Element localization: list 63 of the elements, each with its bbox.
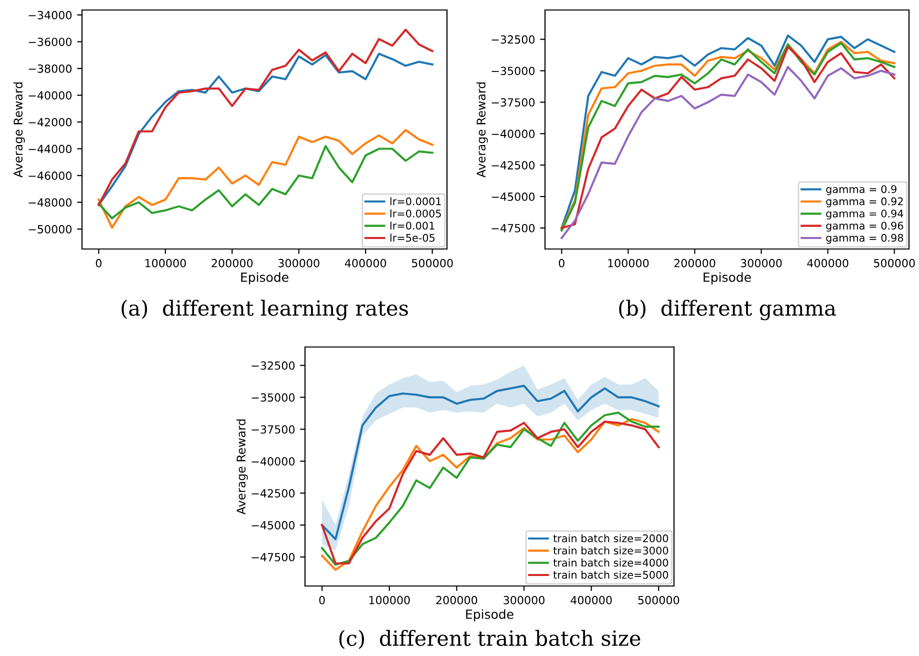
legend-label: train batch size=3000 <box>553 546 668 554</box>
y-tick-label: −48000 <box>28 198 72 207</box>
x-axis-title: Episode <box>466 609 514 622</box>
x-tick-label: 500000 <box>412 258 453 268</box>
y-tick-label: −35000 <box>252 393 295 402</box>
text: (c) different train batch size <box>339 630 640 649</box>
text: (a) different learning rates <box>122 300 408 320</box>
legend-label: train batch size=2000 <box>553 534 668 542</box>
y-tick-label: −34000 <box>28 10 72 20</box>
x-tick-label: 400000 <box>807 258 848 268</box>
x-tick-label: 300000 <box>278 258 320 268</box>
x-tick-label: 200000 <box>436 596 478 604</box>
y-tick-label: −47500 <box>252 552 295 562</box>
y-tick-label: −40000 <box>28 91 72 100</box>
y-axis-title: Average Reward <box>476 82 488 178</box>
x-tick-label: 0 <box>319 596 325 604</box>
x-tick-label: 500000 <box>874 258 915 268</box>
y-tick-label: −42500 <box>252 489 295 498</box>
legend-label: gamma = 0.96 <box>826 222 904 232</box>
legend-label: gamma = 0.9 <box>826 185 896 196</box>
x-tick-label: 0 <box>558 258 564 268</box>
x-axis-title: Episode <box>241 272 288 284</box>
x-tick-label: 400000 <box>570 596 612 604</box>
y-tick-label: −36000 <box>28 38 72 46</box>
legend-label: gamma = 0.94 <box>826 210 904 220</box>
y-tick-label: −45000 <box>492 192 535 201</box>
x-tick-label: 500000 <box>638 596 680 604</box>
x-tick-label: 100000 <box>369 596 410 604</box>
y-axis-title: Average Reward <box>13 82 25 178</box>
x-tick-label: 200000 <box>674 258 716 268</box>
y-tick-label: −45000 <box>252 521 295 530</box>
x-tick-label: 300000 <box>504 596 544 604</box>
y-tick-label: −40000 <box>492 130 535 138</box>
y-tick-label: −32500 <box>252 361 295 370</box>
y-tick-label: −35000 <box>492 66 535 76</box>
x-tick-label: 100000 <box>145 258 186 268</box>
legend-label: gamma = 0.98 <box>826 234 904 244</box>
legend-label: train batch size=4000 <box>553 558 668 567</box>
y-tick-label: −46000 <box>28 172 72 180</box>
x-axis-title: Episode <box>704 272 751 284</box>
y-tick-label: −32500 <box>492 35 535 44</box>
y-tick-label: −47500 <box>492 224 535 232</box>
y-tick-label: −37500 <box>252 425 295 434</box>
legend-label: gamma = 0.92 <box>826 197 903 208</box>
y-tick-label: −42500 <box>492 161 535 170</box>
legend-label: lr=0.0005 <box>390 209 441 218</box>
y-tick-label: −38000 <box>28 64 72 73</box>
y-tick-label: −40000 <box>252 457 295 466</box>
x-tick-label: 400000 <box>344 258 386 268</box>
x-tick-label: 0 <box>96 258 102 268</box>
text: (b) different gamma <box>619 300 836 320</box>
y-tick-label: −37500 <box>492 98 535 107</box>
x-tick-label: 100000 <box>608 258 649 268</box>
legend-label: lr=0.0001 <box>390 197 441 206</box>
legend-label: lr=0.001 <box>390 222 434 230</box>
x-tick-label: 300000 <box>740 258 782 268</box>
legend-label: lr=5e-05 <box>390 234 434 242</box>
y-tick-label: −44000 <box>28 144 72 154</box>
y-axis-title: Average Reward <box>236 419 248 515</box>
legend-label: train batch size=5000 <box>553 570 668 579</box>
y-tick-label: −50000 <box>28 225 72 234</box>
x-tick-label: 200000 <box>212 258 253 268</box>
y-tick-label: −42000 <box>28 118 72 126</box>
